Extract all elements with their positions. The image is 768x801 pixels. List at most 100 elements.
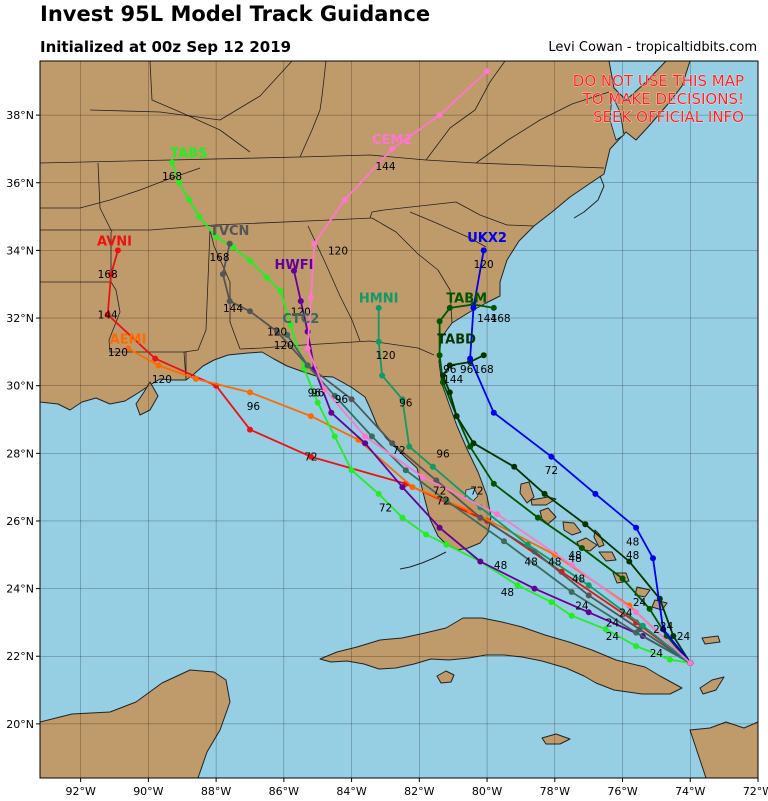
init-time: Initialized at 00z Sep 12 2019 xyxy=(40,38,292,56)
track-point-aemi xyxy=(155,362,162,369)
track-point-tabs xyxy=(514,582,521,589)
track-point-tabm xyxy=(619,575,626,582)
model-label-hmni: HMNI xyxy=(359,292,399,307)
lon-tick-label: 78°W xyxy=(540,785,570,798)
lat-tick-label: 22°N xyxy=(6,650,34,663)
hour-label-tabm: 24 xyxy=(660,621,674,633)
hour-label-tabd: 24 xyxy=(677,631,691,643)
jamaica-island xyxy=(541,733,571,745)
track-point-ctc2 xyxy=(331,392,338,399)
chesapeake-bay xyxy=(609,94,625,141)
track-point-tabs xyxy=(175,179,182,186)
hour-label-tvcn: 72 xyxy=(392,445,405,457)
hour-label-aemi: 48 xyxy=(568,550,581,562)
florida-keys xyxy=(399,551,447,570)
hour-label-hmni: 48 xyxy=(524,557,537,569)
hour-label-tabm: 96 xyxy=(443,364,457,376)
hispaniola-island xyxy=(699,676,725,695)
track-point-aemi xyxy=(247,389,253,396)
track-cem2 xyxy=(304,68,694,666)
track-point-tabd xyxy=(670,633,677,639)
hour-label-hwfi: 96 xyxy=(308,387,322,399)
track-point-tabs xyxy=(263,274,270,281)
track-line-tabs xyxy=(171,162,691,664)
track-point-tvcn xyxy=(433,477,440,484)
hour-label-ctc2: 72 xyxy=(436,496,449,508)
track-point-tvcn xyxy=(585,592,592,599)
hour-label-hmni: 120 xyxy=(375,350,395,362)
mississippi-delta xyxy=(135,381,159,416)
hour-label-ctc2: 24 xyxy=(606,617,620,629)
track-point-ctc2 xyxy=(443,497,450,504)
hour-label-tabd: 144 xyxy=(443,374,463,386)
hour-label-cem2: 48 xyxy=(572,574,585,586)
lon-tick-label: 80°W xyxy=(472,785,502,798)
track-point-cem2 xyxy=(307,294,314,301)
track-point-tabs xyxy=(247,257,253,264)
track-point-tabd xyxy=(511,463,518,470)
track-point-hwfi xyxy=(436,524,443,531)
track-point-hwfi xyxy=(399,484,406,491)
lat-tick-label: 32°N xyxy=(6,312,34,325)
track-point-tabs xyxy=(331,433,338,440)
hour-label-tabs: 72 xyxy=(379,502,392,514)
lon-tick-label: 82°W xyxy=(404,785,434,798)
hour-label-avni: 168 xyxy=(98,269,118,281)
hour-label-ukx2: 48 xyxy=(626,536,639,548)
model-label-tabd: TABD xyxy=(437,332,476,347)
track-point-cem2 xyxy=(321,386,328,393)
hour-label-hmni: 96 xyxy=(399,398,413,410)
track-point-ukx2 xyxy=(548,453,555,460)
track-point-aemi xyxy=(409,484,416,491)
hour-label-cem2: 120 xyxy=(328,245,348,257)
model-label-ukx2: UKX2 xyxy=(467,231,507,246)
hour-label-avni: 144 xyxy=(98,310,118,322)
lon-tick-label: 74°W xyxy=(675,785,705,798)
track-point-cem2 xyxy=(341,196,348,203)
track-point-ctc2 xyxy=(402,467,409,474)
track-point-tabs xyxy=(314,399,321,406)
latitude-ticks: 20°N 22°N 24°N 26°N 28°N 30°N 32°N 34°N 36°N 38°N xyxy=(6,109,40,731)
track-point-tabd xyxy=(626,558,633,565)
hour-label-aemi: 96 xyxy=(247,401,261,413)
track-point-aemi xyxy=(307,413,314,420)
track-line-avni xyxy=(106,250,691,664)
track-point-hmni xyxy=(375,338,382,345)
track-point-ukx2 xyxy=(650,555,656,562)
track-hmni xyxy=(375,304,694,666)
track-point-tabm xyxy=(490,304,497,311)
track-point-tabd xyxy=(582,521,589,528)
track-point-tabs xyxy=(196,213,203,220)
isle-of-youth xyxy=(436,670,455,684)
hour-label-hwfi: 24 xyxy=(575,601,589,613)
track-point-tvcn xyxy=(274,328,281,335)
track-point-tabs xyxy=(375,490,382,497)
hour-label-hmni: 24 xyxy=(619,607,633,619)
track-point-hmni xyxy=(524,541,531,548)
hour-label-ctc2: 120 xyxy=(274,340,294,352)
track-point-tabs xyxy=(399,514,406,521)
track-point-tabs xyxy=(277,288,284,294)
track-point-ukx2 xyxy=(480,247,487,254)
track-point-tvcn xyxy=(348,396,355,403)
lat-tick-label: 24°N xyxy=(6,583,34,596)
track-point-avni xyxy=(108,271,115,278)
track-point-hwfi xyxy=(477,558,484,565)
track-point-hmni xyxy=(375,304,382,311)
hour-label-tvcn: 48 xyxy=(548,557,561,569)
hour-label-cem2: 24 xyxy=(653,624,667,636)
track-point-tvcn xyxy=(219,271,226,278)
map-title: Invest 95L Model Track Guidance xyxy=(40,2,431,26)
hour-label-aemi: 120 xyxy=(108,347,128,359)
lon-tick-label: 92°W xyxy=(65,785,95,798)
track-point-ctc2 xyxy=(284,331,291,338)
warning-line-3: SEEK OFFICIAL INFO xyxy=(593,108,744,126)
hour-label-cem2: 96 xyxy=(311,387,325,399)
lon-tick-label: 72°W xyxy=(743,785,768,798)
warning-line-1: DO NOT USE THIS MAP xyxy=(573,72,744,90)
track-point-hwfi xyxy=(362,440,369,447)
track-point-hwfi xyxy=(291,267,297,274)
track-point-hwfi xyxy=(297,298,304,305)
track-point-avni xyxy=(114,247,121,254)
